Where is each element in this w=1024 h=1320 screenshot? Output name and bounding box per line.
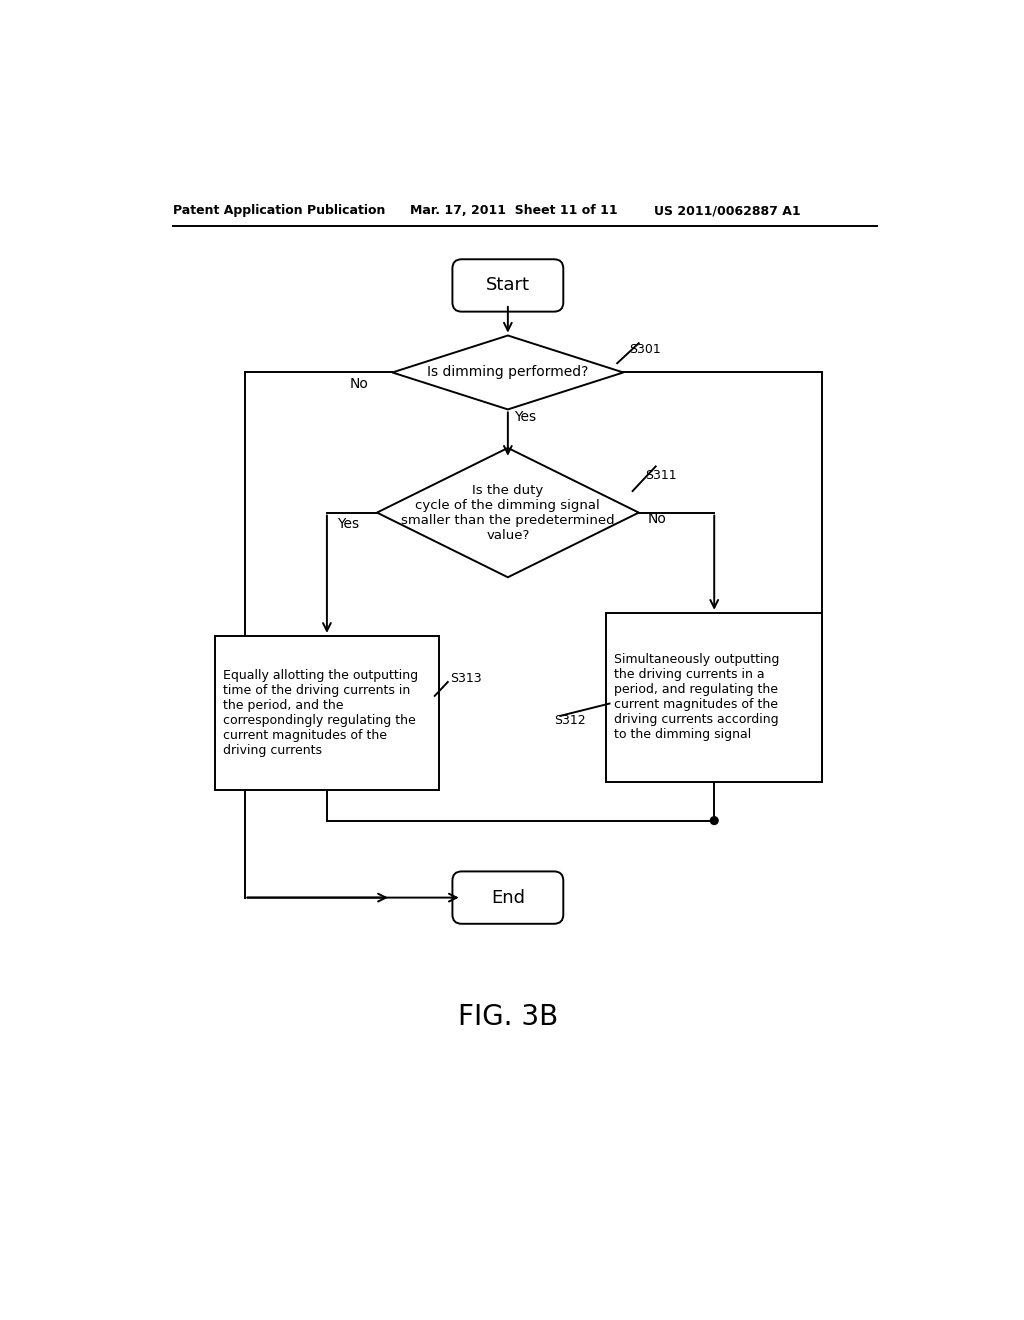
Text: S311: S311	[645, 469, 677, 482]
Text: S301: S301	[630, 343, 662, 356]
Text: Equally allotting the outputting
time of the driving currents in
the period, and: Equally allotting the outputting time of…	[223, 669, 418, 756]
Bar	[215, 636, 438, 789]
Text: Yes: Yes	[514, 411, 537, 424]
FancyBboxPatch shape	[453, 871, 563, 924]
Text: End: End	[490, 888, 525, 907]
Text: S313: S313	[451, 672, 481, 685]
Polygon shape	[392, 335, 624, 409]
Circle shape	[711, 817, 718, 825]
Text: Is dimming performed?: Is dimming performed?	[427, 366, 589, 379]
Text: FIG. 3B: FIG. 3B	[458, 1003, 558, 1031]
FancyBboxPatch shape	[453, 259, 563, 312]
Polygon shape	[377, 447, 639, 577]
Text: Is the duty
cycle of the dimming signal
smaller than the predetermined
value?: Is the duty cycle of the dimming signal …	[401, 483, 614, 541]
Text: Start: Start	[485, 276, 529, 294]
Text: Simultaneously outputting
the driving currents in a
period, and regulating the
c: Simultaneously outputting the driving cu…	[614, 653, 779, 742]
Text: Patent Application Publication: Patent Application Publication	[173, 205, 385, 218]
Bar	[606, 612, 822, 781]
Text: S312: S312	[554, 714, 586, 727]
Text: Mar. 17, 2011  Sheet 11 of 11: Mar. 17, 2011 Sheet 11 of 11	[410, 205, 617, 218]
Text: Yes: Yes	[337, 517, 359, 531]
Text: No: No	[350, 378, 369, 391]
Text: US 2011/0062887 A1: US 2011/0062887 A1	[654, 205, 801, 218]
Text: No: No	[648, 512, 667, 525]
